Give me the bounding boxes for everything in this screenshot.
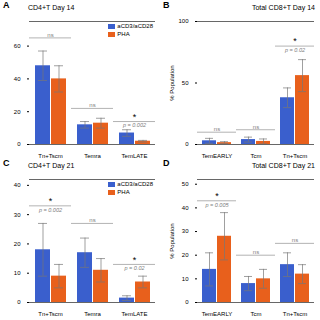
svg-text:Tcm: Tcm bbox=[251, 311, 262, 316]
html-text:PHA: PHA bbox=[117, 31, 130, 37]
svg-text:*: * bbox=[49, 196, 53, 206]
svg-text:TemLATE: TemLATE bbox=[122, 153, 148, 158]
svg-text:ns: ns bbox=[253, 249, 259, 255]
svg-text:Tn+Tscm: Tn+Tscm bbox=[38, 311, 63, 316]
html-text:CD4+T Day 14: CD4+T Day 14 bbox=[28, 4, 75, 11]
svg-text:50: 50 bbox=[182, 181, 189, 187]
svg-text:Tn+Tscm: Tn+Tscm bbox=[283, 311, 308, 316]
svg-text:Temra: Temra bbox=[84, 153, 101, 158]
svg-text:0: 0 bbox=[17, 141, 21, 147]
svg-text:30: 30 bbox=[182, 228, 189, 234]
svg-text:TemEARLY: TemEARLY bbox=[202, 153, 233, 158]
html-text:B: B bbox=[163, 0, 170, 10]
html-text:Total CD8+T Day 14: Total CD8+T Day 14 bbox=[251, 4, 315, 11]
svg-text:50: 50 bbox=[182, 80, 189, 86]
svg-text:20: 20 bbox=[182, 252, 189, 258]
svg-text:20: 20 bbox=[14, 241, 21, 247]
svg-text:10: 10 bbox=[14, 270, 21, 276]
svg-text:p = 0.002: p = 0.002 bbox=[38, 207, 62, 213]
svg-text:40: 40 bbox=[182, 205, 189, 211]
svg-text:p = 0.02: p = 0.02 bbox=[284, 47, 305, 53]
svg-text:p = 0.02: p = 0.02 bbox=[123, 265, 144, 271]
svg-text:0: 0 bbox=[185, 299, 189, 305]
html-text:C: C bbox=[3, 158, 10, 168]
svg-text:p = 0.005: p = 0.005 bbox=[204, 202, 229, 208]
svg-text:*: * bbox=[133, 112, 137, 122]
svg-text:0: 0 bbox=[17, 299, 21, 305]
svg-text:20: 20 bbox=[14, 109, 21, 115]
svg-text:TemEARLY: TemEARLY bbox=[202, 311, 233, 316]
svg-text:30: 30 bbox=[14, 212, 21, 218]
svg-text:Tn+Tscm: Tn+Tscm bbox=[283, 153, 308, 158]
svg-text:Tn+Tscm: Tn+Tscm bbox=[38, 153, 63, 158]
svg-text:0: 0 bbox=[185, 141, 189, 147]
html-text:aCD3/aCD28: aCD3/aCD28 bbox=[117, 181, 153, 187]
svg-text:% Population: % Population bbox=[169, 223, 175, 258]
svg-text:100: 100 bbox=[178, 18, 189, 24]
svg-text:ns: ns bbox=[89, 102, 95, 108]
svg-text:ns: ns bbox=[253, 124, 259, 130]
html-text:aCD3/aCD28: aCD3/aCD28 bbox=[117, 23, 153, 29]
svg-text:% Population: % Population bbox=[169, 65, 175, 100]
svg-text:40: 40 bbox=[14, 182, 21, 188]
svg-text:*: * bbox=[133, 255, 137, 265]
svg-text:40: 40 bbox=[14, 76, 21, 82]
svg-text:ns: ns bbox=[292, 237, 298, 243]
html-text:Total CD8+T Day 21: Total CD8+T Day 21 bbox=[251, 162, 315, 169]
html-text:A: A bbox=[3, 0, 10, 10]
svg-text:ns: ns bbox=[214, 126, 220, 132]
html-text:PHA: PHA bbox=[117, 189, 130, 195]
svg-text:*: * bbox=[293, 36, 297, 46]
svg-text:Temra: Temra bbox=[84, 311, 101, 316]
svg-text:TemLATE: TemLATE bbox=[122, 311, 148, 316]
svg-text:ns: ns bbox=[89, 217, 95, 223]
html-text:D: D bbox=[163, 158, 170, 168]
svg-text:10: 10 bbox=[182, 276, 189, 282]
svg-text:*: * bbox=[215, 191, 219, 201]
svg-text:ns: ns bbox=[47, 32, 53, 38]
svg-text:Tcm: Tcm bbox=[251, 153, 262, 158]
svg-text:60: 60 bbox=[14, 43, 21, 49]
svg-text:p = 0.002: p = 0.002 bbox=[122, 122, 146, 128]
html-text:CD4+T Day 21: CD4+T Day 21 bbox=[28, 162, 75, 169]
